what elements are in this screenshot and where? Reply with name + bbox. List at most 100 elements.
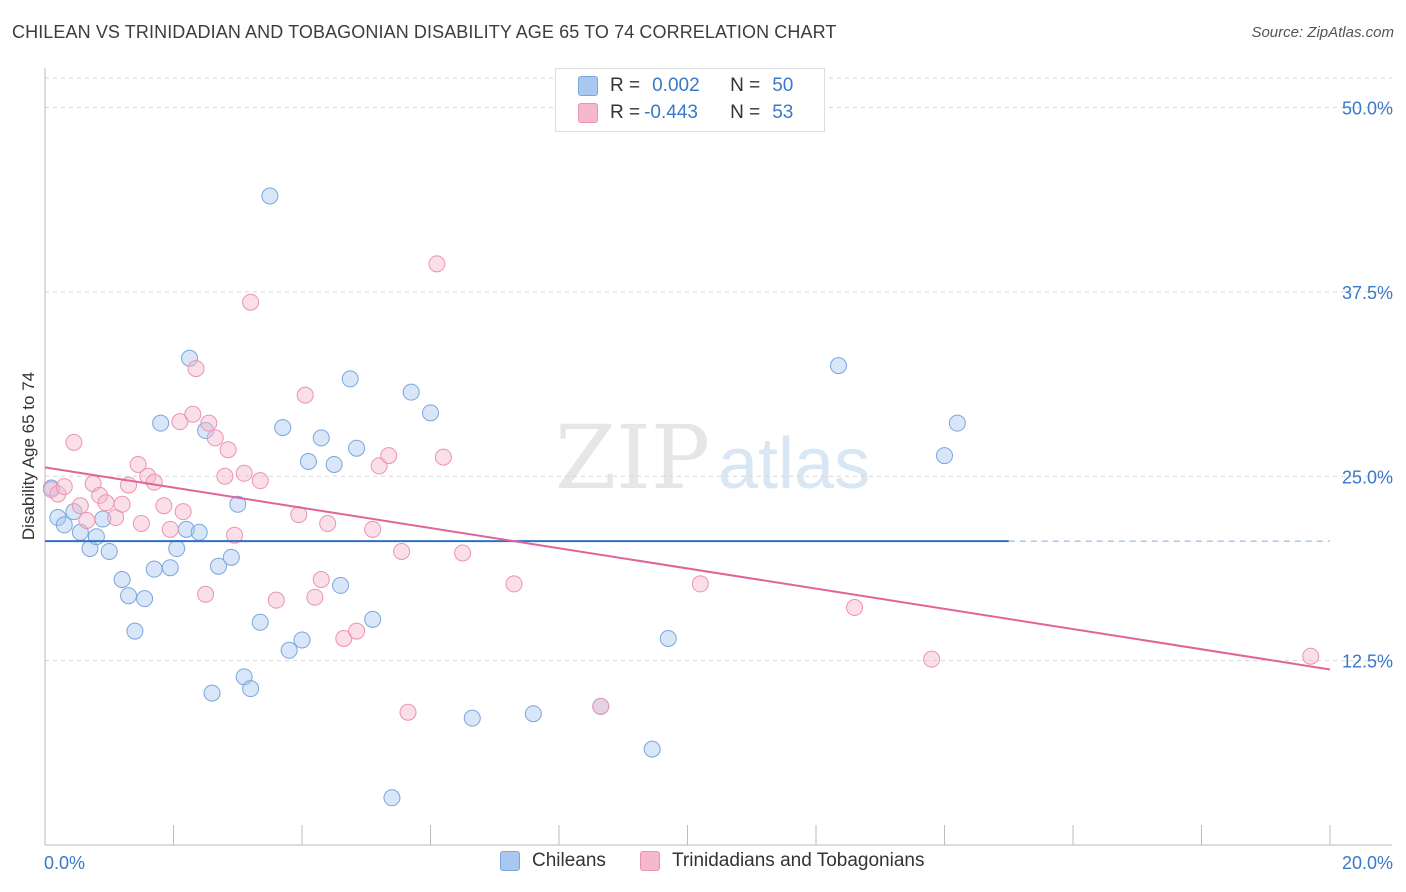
bottom-legend: Chileans Trinidadians and Tobagonians	[0, 850, 1406, 880]
trinidadians-point	[145, 473, 163, 491]
legend-label-chileans: Chileans	[532, 850, 606, 871]
stats-row-chileans: R = 0.002 N = 50	[578, 73, 793, 99]
trinidadians-point	[242, 293, 260, 311]
trinidadians-point	[592, 697, 610, 715]
chileans-point	[332, 576, 350, 594]
trinidadians-point	[312, 571, 330, 588]
trinidadians-point	[113, 495, 131, 513]
trinidadians-point	[267, 591, 285, 609]
trinidadians-point	[171, 413, 189, 431]
chileans-point	[299, 453, 317, 470]
trinidadians-point	[132, 514, 150, 532]
legend-swatch-trinidadians	[640, 851, 660, 871]
watermark-atlas: atlas	[718, 424, 870, 504]
chileans-point	[100, 542, 118, 560]
source-label: Source: ZipAtlas.com	[1251, 24, 1394, 41]
chileans-point	[524, 705, 542, 723]
trinidadians-point	[197, 585, 215, 603]
watermark-zip: ZIP	[555, 406, 710, 509]
y-tick-label: 50.0%	[1342, 99, 1393, 119]
chileans-point	[325, 455, 343, 473]
chileans-point	[274, 419, 292, 437]
chileans-point	[341, 370, 359, 388]
chileans-point	[829, 357, 847, 375]
y-axis-label: Disability Age 65 to 74	[19, 372, 38, 540]
trinidadians-point	[428, 255, 446, 273]
chileans-point	[348, 439, 366, 457]
stats-r-label: R =	[610, 102, 641, 123]
trinidadians-point	[219, 441, 237, 459]
trinidadians-point	[434, 448, 452, 466]
trinidadians-point	[454, 544, 472, 562]
trinidadians-point	[296, 386, 314, 404]
chileans-point	[145, 560, 163, 578]
chileans-point	[293, 631, 311, 649]
stats-r-value: -0.443	[644, 102, 698, 123]
stats-r-value: 0.002	[652, 75, 700, 96]
chileans-point	[181, 349, 199, 367]
trinidadians-trend-line	[44, 466, 1331, 671]
legend-swatch-chileans	[500, 851, 520, 871]
chileans-point	[152, 414, 170, 432]
stats-n-label: N =	[730, 102, 761, 123]
x-tick-label: 0.0%	[44, 853, 85, 873]
trinidadians-point	[846, 599, 864, 617]
trinidadians-point	[923, 650, 941, 668]
chileans-point	[209, 557, 227, 575]
y-tick-label: 25.0%	[1342, 467, 1393, 487]
stats-swatch-trinidadians	[578, 103, 598, 123]
chileans-point	[383, 789, 401, 807]
trinidadians-point	[71, 497, 89, 515]
trinidadians-point	[226, 526, 244, 544]
trinidadians-point	[306, 588, 324, 606]
trinidadians-point	[364, 520, 382, 538]
chileans-point	[948, 414, 966, 432]
chileans-point	[643, 740, 661, 758]
chileans-point	[203, 684, 221, 702]
trinidadians-point	[184, 405, 202, 423]
trinidadians-point	[335, 630, 353, 647]
x-tick-label: 20.0%	[1342, 853, 1393, 873]
trinidadians-point	[319, 514, 337, 532]
trinidadians-point	[348, 622, 366, 640]
stats-r-label: R =	[610, 75, 641, 96]
stats-n-value: 50	[772, 75, 794, 96]
chileans-point	[251, 613, 269, 631]
trinidadians-point	[380, 447, 398, 465]
stats-n-label: N =	[730, 75, 761, 96]
chileans-point	[161, 559, 179, 577]
chileans-point	[55, 516, 73, 534]
chileans-point	[126, 622, 144, 640]
trinidadians-point	[129, 455, 147, 473]
trinidadians-point	[65, 433, 83, 451]
trinidadians-point	[235, 464, 253, 482]
chileans-point	[312, 429, 330, 447]
legend-item-chileans[interactable]: Chileans	[500, 850, 606, 872]
chileans-point	[136, 590, 154, 608]
stats-n-value: 53	[772, 102, 794, 123]
chileans-point	[222, 548, 240, 566]
trinidadians-point	[505, 575, 523, 593]
chileans-point	[280, 641, 298, 659]
chileans-point	[190, 523, 208, 541]
chileans-point	[87, 528, 105, 546]
trinidadians-point	[78, 512, 96, 529]
chileans-point	[168, 540, 186, 558]
trinidadians-point	[691, 575, 709, 593]
trinidadians-point	[97, 494, 115, 512]
trinidadians-point	[216, 467, 234, 485]
chileans-point	[242, 680, 260, 698]
chileans-point	[113, 571, 131, 588]
trinidadians-point	[393, 542, 411, 560]
chileans-point	[65, 503, 83, 521]
trinidadians-point	[155, 497, 173, 515]
chileans-point	[120, 587, 138, 605]
trinidadians-point	[187, 360, 205, 378]
trinidadians-point	[206, 429, 224, 447]
chileans-point	[364, 610, 382, 628]
chart-title: CHILEAN VS TRINIDADIAN AND TOBAGONIAN DI…	[12, 22, 837, 42]
legend-item-trinidadians[interactable]: Trinidadians and Tobagonians	[640, 850, 924, 872]
chileans-point	[463, 709, 481, 727]
chileans-point	[422, 404, 439, 422]
